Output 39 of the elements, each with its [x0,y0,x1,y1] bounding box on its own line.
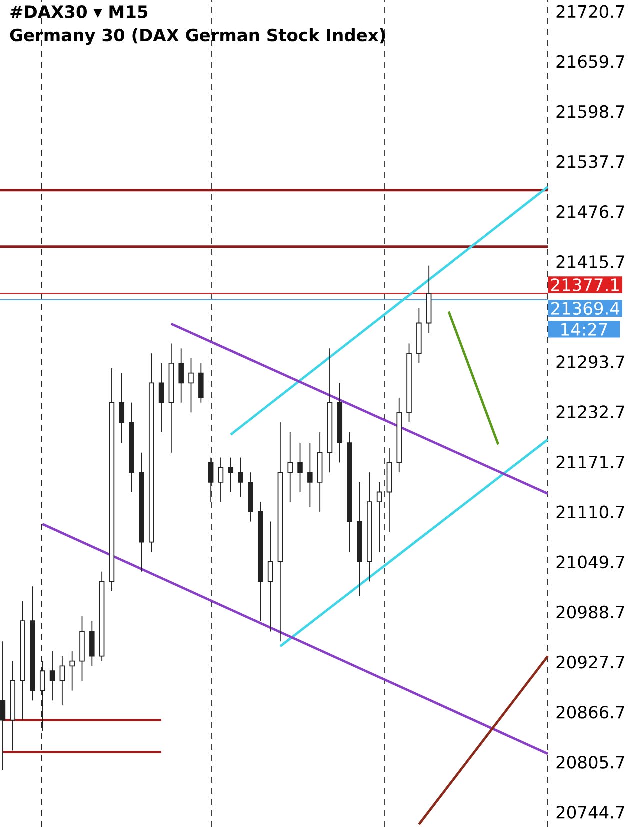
candlestick [238,457,244,498]
y-tick-label: 20744.7 [556,806,624,819]
chart-title: #DAX30 ▾ M15 [10,6,148,18]
text: 14:27 [562,323,608,336]
y-tick-label: 21415.7 [556,256,624,268]
candlestick [158,363,164,433]
candlestick [188,358,194,414]
text: Germany 30 (DAX German Stock Index) [10,28,386,46]
candlestick [178,348,184,404]
y-tick-label: 21537.7 [556,155,624,168]
candlestick [0,641,6,771]
candlestick [376,482,382,553]
candlestick [218,457,224,503]
candlestick [288,432,293,503]
y-tick-label: 20988.7 [556,606,624,619]
y-tick-label: 21232.7 [556,406,624,419]
candlestick [60,656,66,706]
candlestick [70,650,75,692]
y-tick-label: 21598.7 [556,105,624,118]
candlestick [119,372,125,444]
y-tick-label: 21659.7 [556,55,624,68]
candlestick [208,457,214,503]
candlestick [50,650,56,702]
candlestick [40,660,46,732]
candlestick [228,457,234,493]
y-tick-label: 20866.7 [556,706,624,719]
y-tick-label: 21293.7 [556,356,624,368]
candlestick [298,442,303,493]
y-tick-label: 20927.7 [556,656,624,669]
y-tick-label: 21110.7 [556,506,624,519]
candlestick [268,521,274,632]
y-tick-label: 21171.7 [556,456,624,468]
y-tick-label: 21720.7 [556,5,624,18]
y-tick-label: 21476.7 [556,205,624,218]
y-tick-label: 21049.7 [556,556,624,569]
candlestick [308,442,313,508]
ref-line-label: 21377.1 [551,278,619,292]
ref-line-label: 21369.4 [551,302,620,315]
y-tick-label: 20805.7 [556,756,624,769]
